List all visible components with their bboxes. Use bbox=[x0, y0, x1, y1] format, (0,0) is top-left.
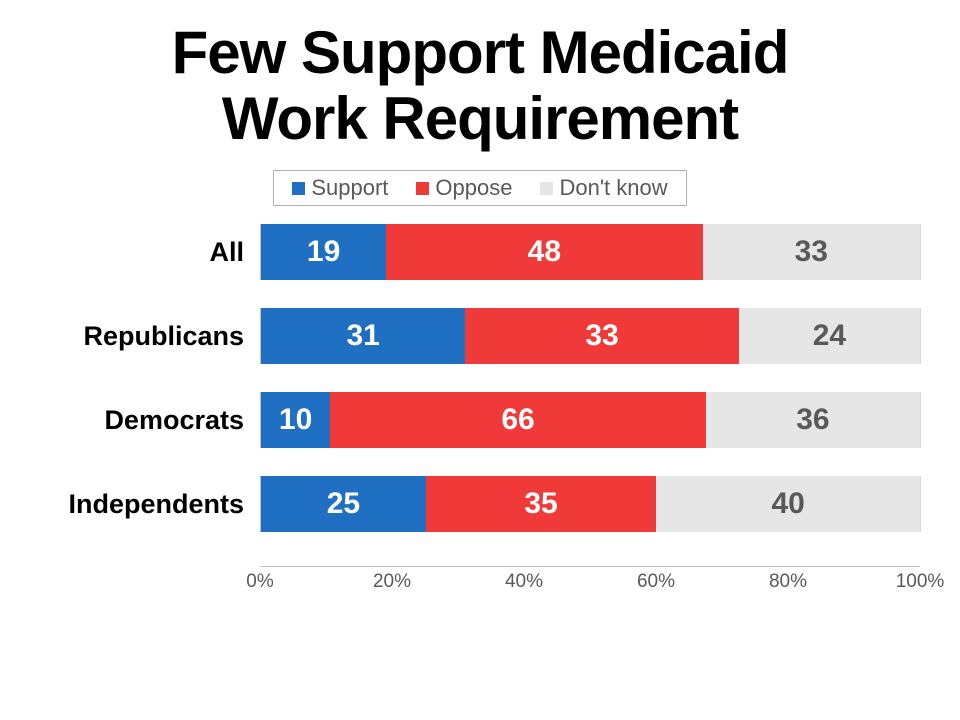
gridline bbox=[920, 392, 921, 448]
legend-swatch bbox=[540, 182, 553, 195]
category-label: Independents bbox=[40, 489, 260, 520]
x-tick-label: 80% bbox=[769, 571, 807, 593]
bar-segment: 24 bbox=[739, 308, 920, 364]
legend-swatch bbox=[416, 182, 429, 195]
x-tick-label: 40% bbox=[505, 571, 543, 593]
chart-title: Few Support Medicaid Work Requirement bbox=[40, 20, 920, 152]
legend-item: Support bbox=[292, 175, 388, 201]
bar-segment: 19 bbox=[261, 224, 386, 280]
bar-segment: 10 bbox=[261, 392, 330, 448]
bar-segment: 33 bbox=[703, 224, 920, 280]
bar-row: Democrats106636 bbox=[40, 392, 920, 448]
chart-container: Few Support Medicaid Work Requirement Su… bbox=[0, 0, 960, 720]
legend-label: Don't know bbox=[559, 175, 667, 201]
bar-segment: 40 bbox=[656, 476, 920, 532]
bar-segment: 48 bbox=[386, 224, 702, 280]
bar-segment: 35 bbox=[426, 476, 657, 532]
bar-track: 106636 bbox=[260, 392, 920, 448]
bar-row: Independents253540 bbox=[40, 476, 920, 532]
bar-segment: 33 bbox=[465, 308, 738, 364]
x-tick-label: 60% bbox=[637, 571, 675, 593]
x-axis: 0%20%40%60%80%100% bbox=[40, 566, 920, 594]
bar-track: 313324 bbox=[260, 308, 920, 364]
bar-segment: 36 bbox=[706, 392, 920, 448]
bar-segment: 66 bbox=[330, 392, 706, 448]
category-label: Democrats bbox=[40, 405, 260, 436]
x-tick-label: 20% bbox=[373, 571, 411, 593]
bar-stack: 313324 bbox=[261, 308, 920, 364]
legend-label: Oppose bbox=[435, 175, 512, 201]
gridline bbox=[920, 224, 921, 280]
bar-track: 253540 bbox=[260, 476, 920, 532]
axis-line: 0%20%40%60%80%100% bbox=[260, 566, 920, 594]
x-tick-label: 0% bbox=[246, 571, 273, 593]
title-line-2: Work Requirement bbox=[222, 85, 738, 152]
legend-item: Don't know bbox=[540, 175, 667, 201]
bar-track: 194833 bbox=[260, 224, 920, 280]
x-tick-label: 100% bbox=[896, 571, 945, 593]
chart-area: All194833Republicans313324Democrats10663… bbox=[40, 224, 920, 594]
axis-spacer bbox=[40, 566, 260, 594]
legend-label: Support bbox=[311, 175, 388, 201]
bar-row: Republicans313324 bbox=[40, 308, 920, 364]
bar-segment: 25 bbox=[261, 476, 426, 532]
gridline bbox=[920, 476, 921, 532]
gridline bbox=[920, 308, 921, 364]
category-label: All bbox=[40, 237, 260, 268]
title-line-1: Few Support Medicaid bbox=[172, 19, 789, 86]
bar-row: All194833 bbox=[40, 224, 920, 280]
legend-swatch bbox=[292, 182, 305, 195]
legend: Support Oppose Don't know bbox=[273, 170, 686, 206]
category-label: Republicans bbox=[40, 321, 260, 352]
legend-item: Oppose bbox=[416, 175, 512, 201]
bar-stack: 194833 bbox=[261, 224, 920, 280]
bar-stack: 253540 bbox=[261, 476, 920, 532]
bar-segment: 31 bbox=[261, 308, 465, 364]
bar-stack: 106636 bbox=[261, 392, 920, 448]
